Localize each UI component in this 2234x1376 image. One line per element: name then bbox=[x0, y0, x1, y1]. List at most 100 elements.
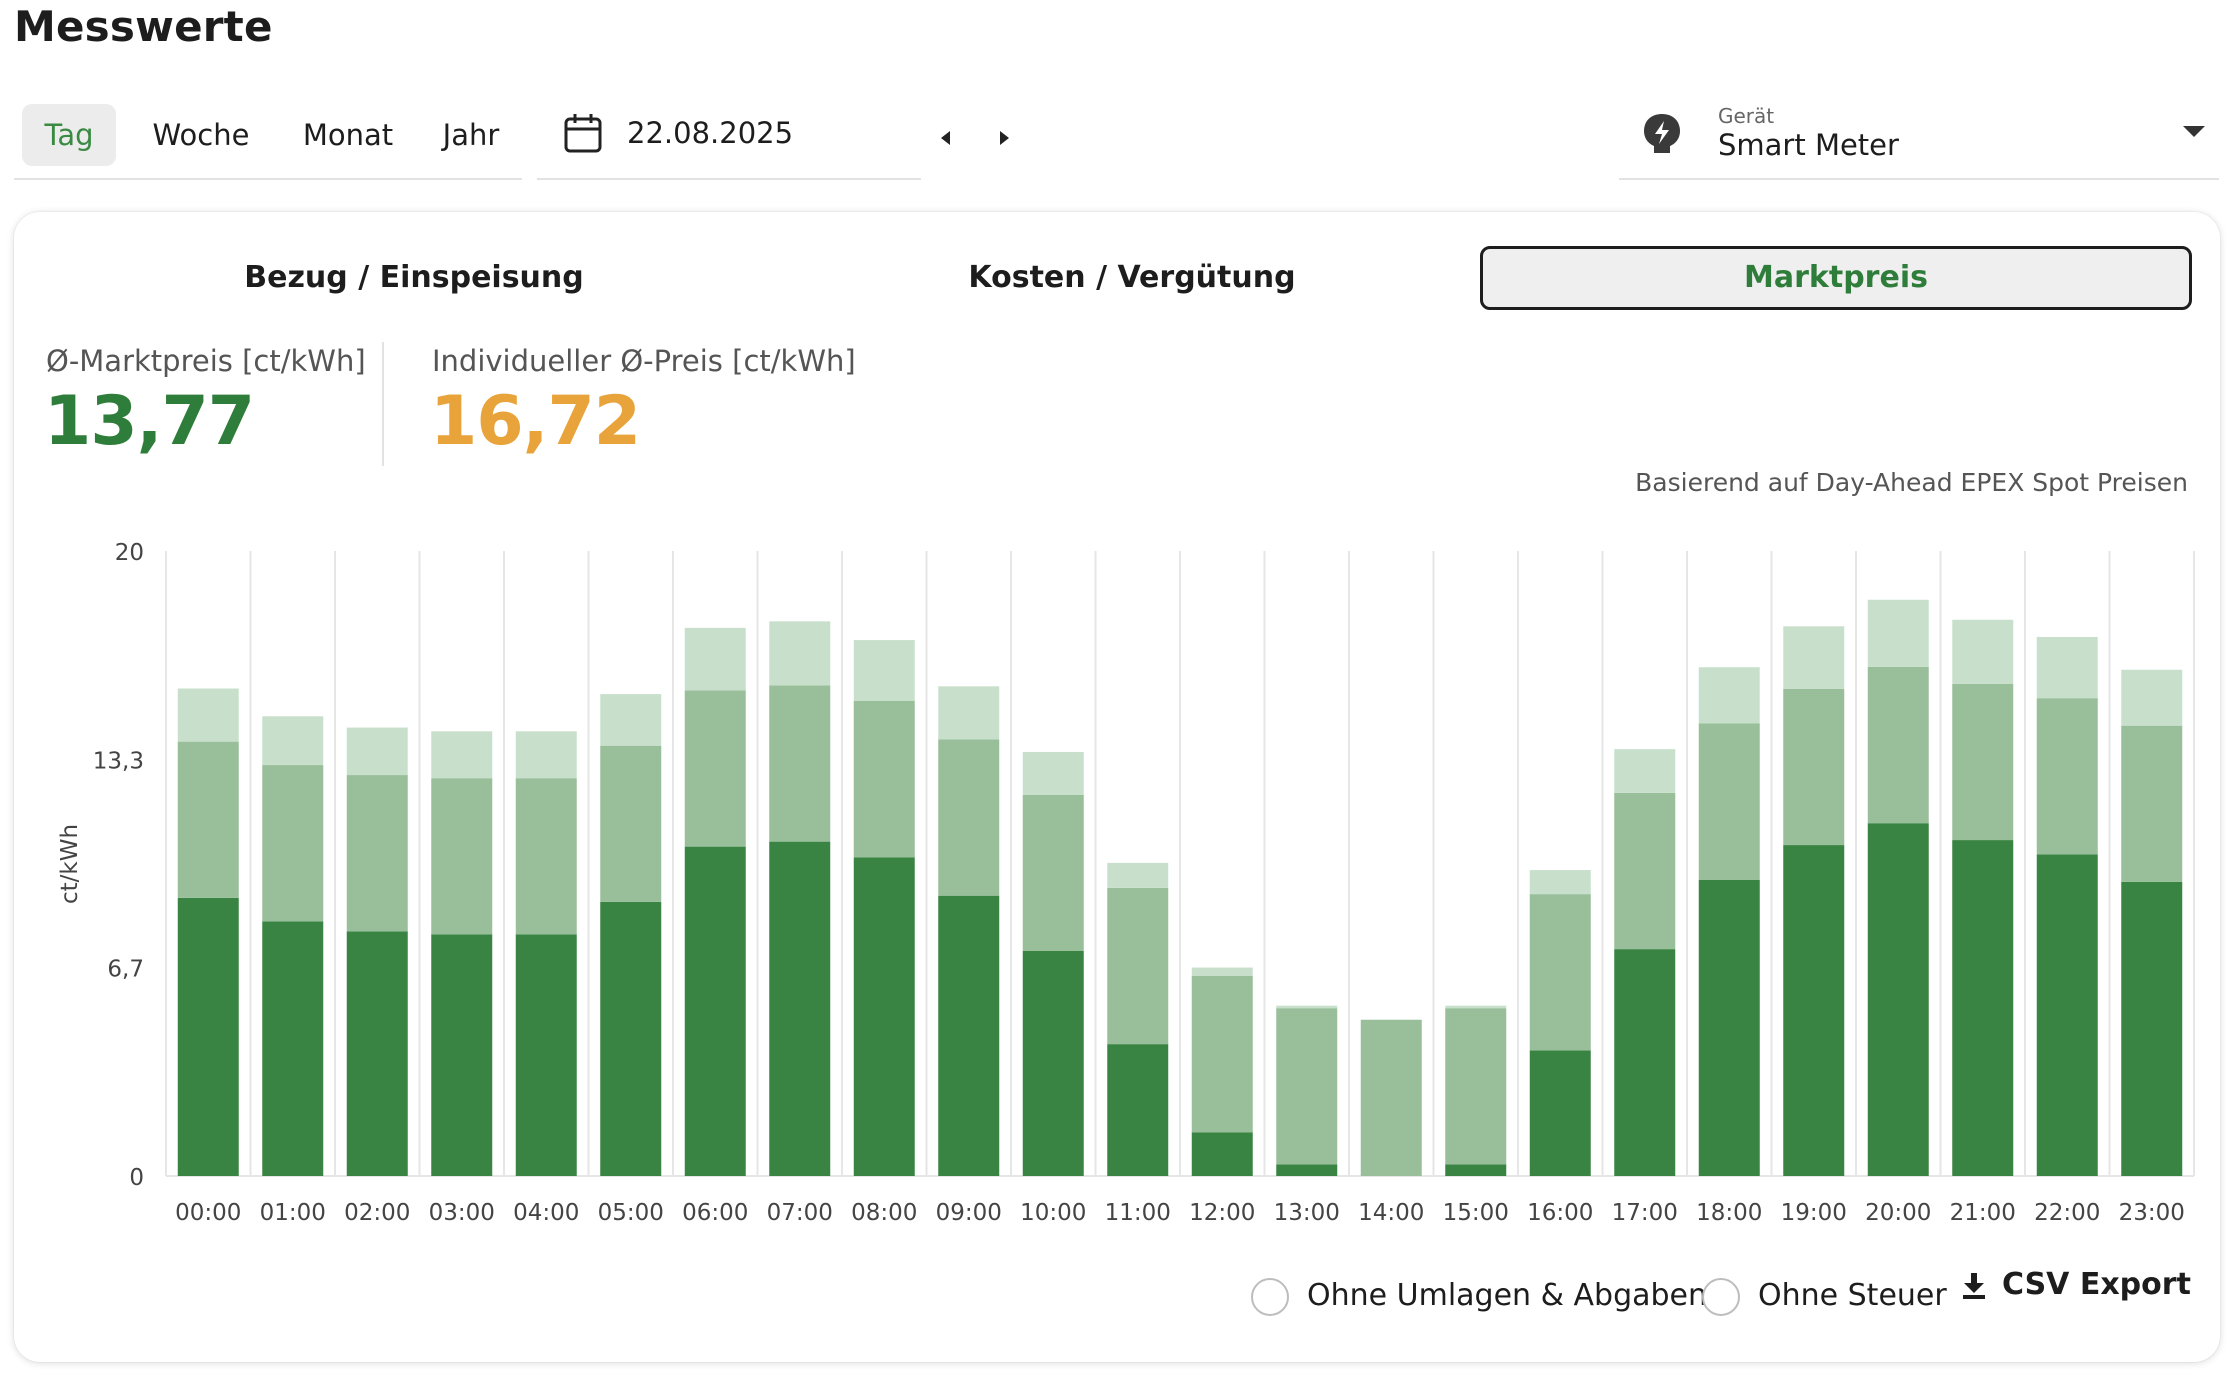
bar-segment bbox=[600, 901, 662, 1176]
bar-segment bbox=[1107, 1044, 1169, 1176]
market-price-chart: 0 6,7 13,3 20 ct/kWh 00:00 01:00 02:00 03:00 04:0… bbox=[57, 540, 2195, 1226]
bar-segment bbox=[1783, 688, 1845, 846]
device-select-label: Gerät bbox=[1718, 104, 1775, 128]
bar-segment bbox=[2036, 698, 2098, 855]
without-tax-label[interactable]: Ohne Steuer bbox=[1758, 1278, 1947, 1313]
bar-segment bbox=[346, 931, 408, 1176]
x-tick-label: 12:00 bbox=[1189, 1200, 1255, 1226]
bar-segment bbox=[1614, 749, 1676, 793]
without-tax-radio[interactable] bbox=[1702, 1278, 1740, 1316]
bar-segment bbox=[1022, 794, 1084, 951]
bar-segment bbox=[1445, 1005, 1507, 1009]
bar-segment bbox=[1022, 951, 1084, 1176]
bar-segment bbox=[515, 731, 577, 779]
x-tick-label: 08:00 bbox=[851, 1200, 917, 1226]
bar-segment bbox=[1867, 599, 1929, 667]
y-axis-label: ct/kWh bbox=[57, 824, 83, 904]
bar-segment bbox=[1276, 1005, 1338, 1009]
bar-segment bbox=[2121, 669, 2183, 726]
bar-segment bbox=[262, 765, 324, 922]
x-tick-label: 19:00 bbox=[1781, 1200, 1847, 1226]
bar-segment bbox=[1191, 1132, 1253, 1176]
bar-segment bbox=[177, 688, 239, 742]
y-tick-label: 0 bbox=[129, 1165, 144, 1191]
without-levies-radio[interactable] bbox=[1251, 1278, 1289, 1316]
x-tick-label: 06:00 bbox=[682, 1200, 748, 1226]
y-tick-label: 20 bbox=[115, 540, 144, 566]
calendar-icon bbox=[564, 114, 602, 153]
individual-avg-label: Individueller Ø-Preis [ct/kWh] bbox=[432, 344, 856, 378]
bar-segment bbox=[431, 731, 493, 779]
bar-segment bbox=[853, 701, 915, 858]
bar-segment bbox=[2121, 881, 2183, 1176]
x-tick-label: 03:00 bbox=[429, 1200, 495, 1226]
without-levies-label[interactable]: Ohne Umlagen & Abgaben bbox=[1307, 1278, 1708, 1313]
x-tick-label: 11:00 bbox=[1105, 1200, 1171, 1226]
bar-segment bbox=[1529, 894, 1591, 1051]
x-tick-label: 04:00 bbox=[513, 1200, 579, 1226]
bar-segment bbox=[1276, 1008, 1338, 1165]
device-select[interactable]: Gerät Smart Meter bbox=[1619, 96, 2219, 180]
bar-segment bbox=[346, 727, 408, 776]
chevron-right-icon bbox=[1000, 131, 1009, 145]
tab-market-price[interactable]: Marktpreis bbox=[1480, 246, 2192, 310]
source-note: Basierend auf Day-Ahead EPEX Spot Preise… bbox=[1635, 468, 2188, 497]
tab-day[interactable]: Tag bbox=[22, 104, 116, 166]
x-tick-label: 21:00 bbox=[1950, 1200, 2016, 1226]
chevron-left-icon bbox=[941, 131, 950, 145]
y-tick-label: 13,3 bbox=[93, 748, 144, 774]
bar-segment bbox=[1445, 1008, 1507, 1165]
date-field[interactable]: 22.08.2025 bbox=[537, 96, 921, 180]
bar-segment bbox=[1952, 619, 2014, 684]
next-day-button[interactable] bbox=[984, 118, 1024, 158]
period-tabs: Tag Woche Monat Jahr bbox=[14, 96, 522, 180]
x-tick-label: 09:00 bbox=[936, 1200, 1002, 1226]
bar-segment bbox=[1952, 840, 2014, 1176]
previous-day-button[interactable] bbox=[926, 118, 966, 158]
bar-segment bbox=[2036, 636, 2098, 699]
bar-segment bbox=[1191, 976, 1253, 1133]
x-tick-label: 00:00 bbox=[175, 1200, 241, 1226]
bar-segment bbox=[1107, 862, 1169, 888]
bar-segment bbox=[431, 778, 493, 935]
bar-segment bbox=[684, 627, 746, 691]
x-tick-label: 10:00 bbox=[1020, 1200, 1086, 1226]
bar-segment bbox=[515, 778, 577, 935]
bar-segment bbox=[1107, 887, 1169, 1045]
bar-segment bbox=[346, 775, 408, 932]
bar-segment bbox=[1867, 823, 1929, 1176]
bar-segment bbox=[1698, 723, 1760, 880]
bar-segment bbox=[1614, 949, 1676, 1176]
bar-segment bbox=[684, 690, 746, 847]
bar-segment bbox=[600, 745, 662, 902]
bar-segment bbox=[769, 841, 831, 1176]
bar-segment bbox=[262, 921, 324, 1176]
bar-segment bbox=[1698, 667, 1760, 724]
tab-month[interactable]: Monat bbox=[302, 118, 394, 152]
bar-segment bbox=[938, 686, 1000, 740]
bar-segment bbox=[1783, 845, 1845, 1176]
x-tick-label: 20:00 bbox=[1865, 1200, 1931, 1226]
bar-segment bbox=[177, 741, 239, 898]
tab-costs-remuneration[interactable]: Kosten / Vergütung bbox=[968, 260, 1296, 295]
x-tick-label: 17:00 bbox=[1612, 1200, 1678, 1226]
tab-consumption-feed-in[interactable]: Bezug / Einspeisung bbox=[244, 260, 584, 295]
kpi-divider bbox=[382, 342, 384, 466]
csv-export-label: CSV Export bbox=[2002, 1267, 2191, 1302]
bar-segment bbox=[1191, 967, 1253, 976]
bar-segment bbox=[1529, 1050, 1591, 1176]
tab-year[interactable]: Jahr bbox=[442, 118, 500, 152]
bar-segment bbox=[262, 716, 324, 766]
csv-export-button[interactable]: CSV Export bbox=[1960, 1266, 2191, 1326]
tab-week[interactable]: Woche bbox=[152, 118, 250, 152]
market-price-card: Bezug / Einspeisung Kosten / Vergütung M… bbox=[14, 212, 2220, 1362]
bar-segment bbox=[2121, 725, 2183, 882]
chart-grid bbox=[165, 551, 2195, 1177]
bar-segment bbox=[1445, 1164, 1507, 1176]
bar-segment bbox=[1698, 879, 1760, 1176]
x-tick-label: 22:00 bbox=[2034, 1200, 2100, 1226]
chart-bars bbox=[177, 599, 2183, 1176]
bar-segment bbox=[769, 685, 831, 842]
bar-segment bbox=[938, 895, 1000, 1176]
date-value: 22.08.2025 bbox=[627, 116, 794, 150]
